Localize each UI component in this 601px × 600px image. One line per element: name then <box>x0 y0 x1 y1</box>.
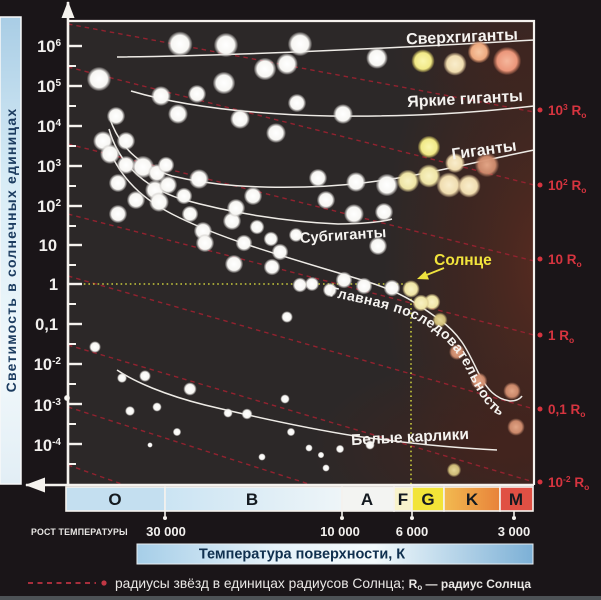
svg-text:Светимость в солнечных единица: Светимость в солнечных единицах <box>3 108 19 393</box>
svg-text:106: 106 <box>37 38 61 56</box>
svg-text:K: K <box>466 490 479 509</box>
svg-text:10 000: 10 000 <box>320 524 360 539</box>
svg-text:10 Ro: 10 Ro <box>548 252 582 269</box>
svg-text:Яркие гиганты: Яркие гиганты <box>407 88 523 111</box>
svg-text:Солнце: Солнце <box>434 252 492 269</box>
svg-text:3 000: 3 000 <box>498 524 531 539</box>
svg-text:30 000: 30 000 <box>146 524 186 539</box>
svg-text:Субгиганты: Субгиганты <box>299 225 386 247</box>
svg-text:O: O <box>108 490 121 509</box>
svg-text:1 Ro: 1 Ro <box>548 328 574 345</box>
svg-text:G: G <box>421 490 434 509</box>
svg-text:1: 1 <box>49 276 58 294</box>
svg-text:0,1 Ro: 0,1 Ro <box>548 402 585 419</box>
svg-text:105: 105 <box>37 78 61 96</box>
svg-text:10-2 Ro: 10-2 Ro <box>548 474 589 492</box>
svg-text:102 Ro: 102 Ro <box>548 177 586 195</box>
svg-text:6 000: 6 000 <box>396 524 429 539</box>
svg-text:0,1: 0,1 <box>35 316 58 334</box>
svg-text:104: 104 <box>37 118 61 136</box>
svg-text:103: 103 <box>37 158 61 176</box>
svg-text:A: A <box>361 490 373 509</box>
svg-text:103 Ro: 103 Ro <box>548 102 586 120</box>
svg-text:Сверхгиганты: Сверхгиганты <box>406 27 518 49</box>
svg-text:радиусы звёзд в единицах радиу: радиусы звёзд в единицах радиусов Солнца… <box>115 576 531 592</box>
svg-text:M: M <box>509 490 523 509</box>
svg-text:РОСТ ТЕМПЕРАТУРЫ: РОСТ ТЕМПЕРАТУРЫ <box>31 527 128 537</box>
svg-text:F: F <box>398 490 408 509</box>
svg-text:Температура поверхности, К: Температура поверхности, К <box>199 547 405 563</box>
svg-text:Белые карлики: Белые карлики <box>351 426 470 449</box>
svg-text:B: B <box>246 490 258 509</box>
svg-text:102: 102 <box>37 198 61 216</box>
svg-text:10: 10 <box>39 237 57 255</box>
